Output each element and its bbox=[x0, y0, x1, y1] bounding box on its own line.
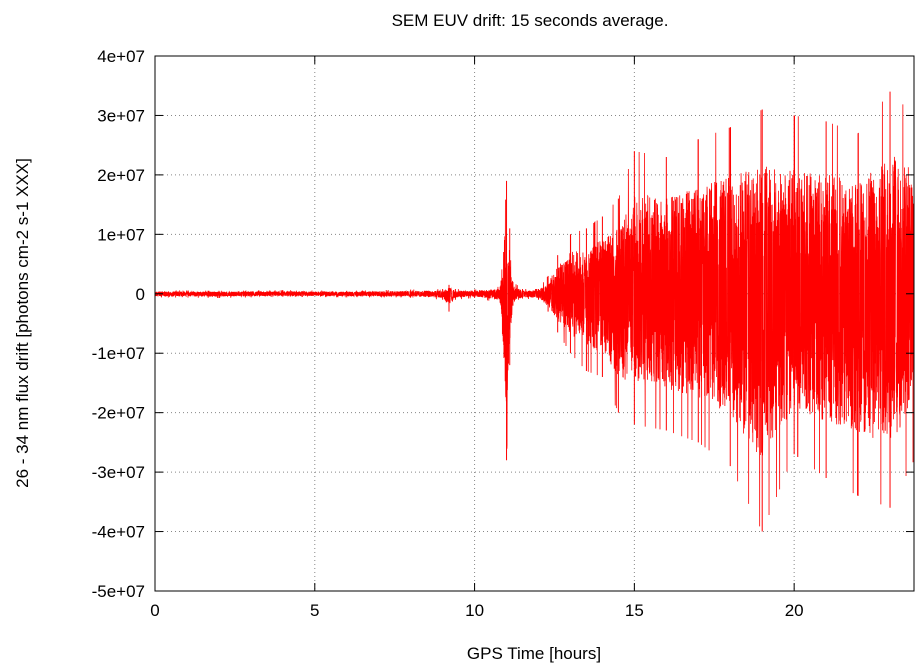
y-tick-label: 0 bbox=[136, 285, 145, 304]
x-tick-label: 10 bbox=[465, 601, 484, 620]
x-tick-label: 15 bbox=[625, 601, 644, 620]
y-tick-label: -4e+07 bbox=[92, 523, 145, 542]
x-axis: 0 5 10 15 20 bbox=[150, 56, 804, 620]
series-layer bbox=[154, 91, 915, 532]
x-tick-label: 20 bbox=[785, 601, 804, 620]
x-axis-title: GPS Time [hours] bbox=[467, 644, 601, 663]
x-tick-label: 5 bbox=[310, 601, 319, 620]
y-tick-label: -3e+07 bbox=[92, 463, 145, 482]
series-line bbox=[154, 101, 915, 527]
y-axis-title: 26 - 34 nm flux drift [photons cm-2 s-1 … bbox=[13, 158, 32, 488]
y-axis: 4e+07 3e+07 2e+07 1e+07 0 -1e+07 -2e+07 -3e+07 -… bbox=[92, 47, 914, 601]
y-tick-label: 2e+07 bbox=[97, 166, 145, 185]
y-tick-label: -1e+07 bbox=[92, 344, 145, 363]
chart-title: SEM EUV drift: 15 seconds average. bbox=[392, 11, 669, 30]
y-tick-label: 1e+07 bbox=[97, 225, 145, 244]
y-tick-label: 3e+07 bbox=[97, 106, 145, 125]
y-tick-label: -5e+07 bbox=[92, 582, 145, 601]
y-tick-label: 4e+07 bbox=[97, 47, 145, 66]
plot-frame bbox=[154, 55, 915, 592]
y-tick-label: -2e+07 bbox=[92, 404, 145, 423]
x-tick-label: 0 bbox=[150, 601, 159, 620]
